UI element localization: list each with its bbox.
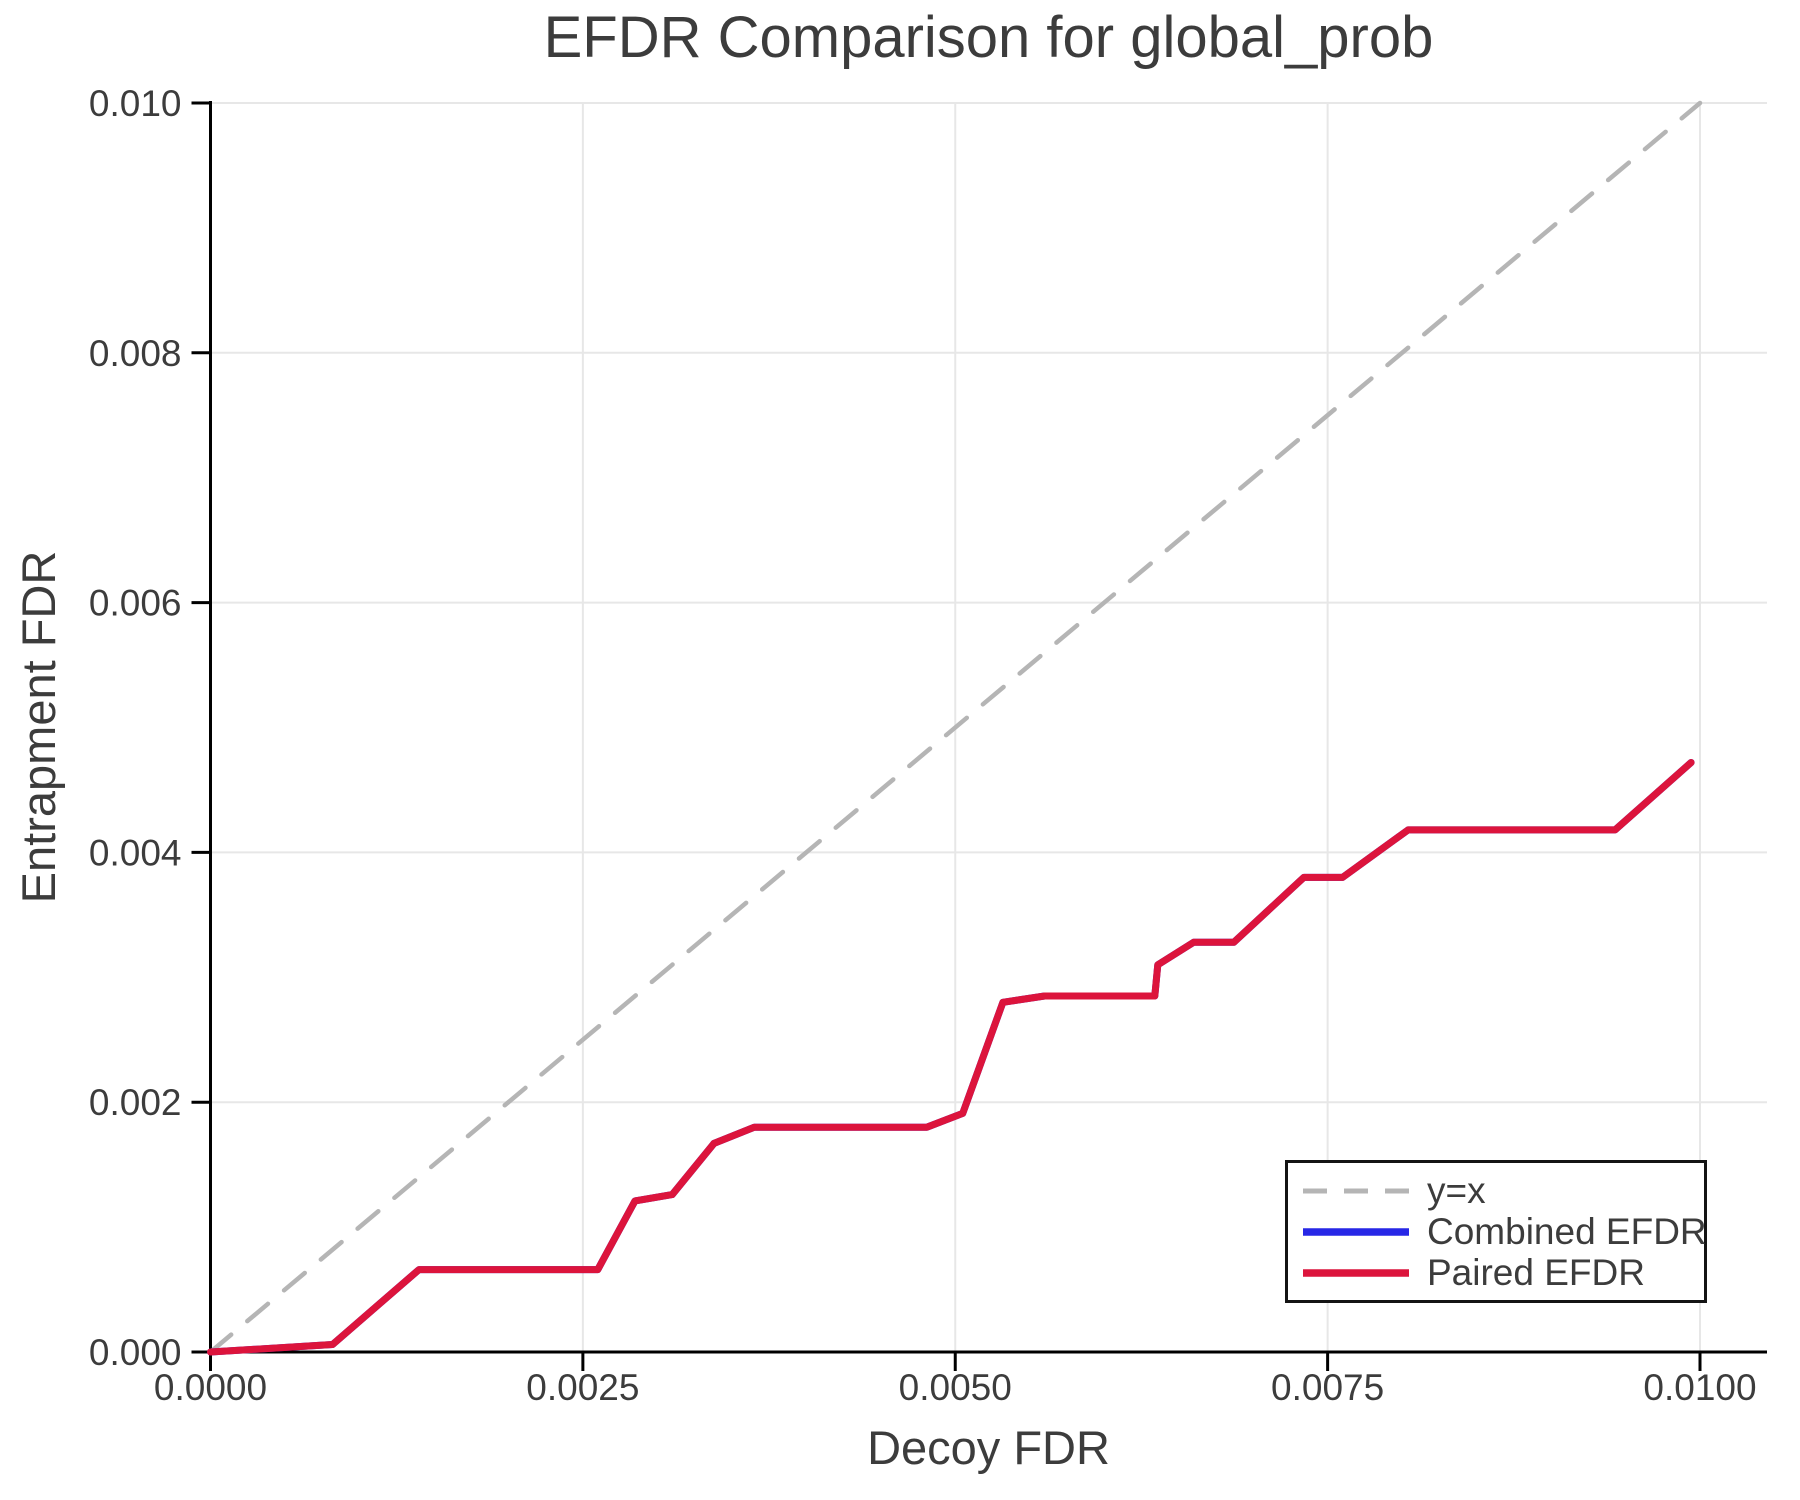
x-tick-label: 0.0000 — [154, 1367, 267, 1408]
y-tick-label: 0.004 — [89, 832, 182, 873]
x-tick-label: 0.0100 — [1643, 1367, 1756, 1408]
x-tick-label: 0.0075 — [1271, 1367, 1384, 1408]
x-axis-label: Decoy FDR — [867, 1421, 1110, 1474]
legend-item-paired-efdr: Paired EFDR — [1301, 1251, 1704, 1293]
series-y-x — [208, 100, 1703, 1355]
y-tick-label: 0.008 — [89, 333, 182, 374]
y-tick-label: 0.006 — [89, 583, 182, 624]
y-tick-label: 0.000 — [89, 1332, 182, 1373]
legend-label: Combined EFDR — [1427, 1210, 1707, 1252]
legend-line-sample — [1303, 1268, 1409, 1277]
y-tick-label: 0.002 — [89, 1082, 182, 1123]
y-tick-label: 0.010 — [89, 83, 182, 124]
x-tick-label: 0.0025 — [526, 1367, 639, 1408]
chart-title: EFDR Comparison for global_prob — [543, 5, 1434, 70]
legend-label: y=x — [1427, 1169, 1486, 1211]
y-axis-label: Entrapment FDR — [12, 550, 65, 904]
legend-label: Paired EFDR — [1427, 1251, 1645, 1293]
legend-item-combined-efdr: Combined EFDR — [1301, 1210, 1707, 1252]
legend-item-y-x: y=x — [1301, 1169, 1704, 1211]
series-paired-efdr — [207, 759, 1695, 1356]
legend-line-sample — [1303, 1227, 1409, 1236]
legend-line-sample — [1303, 1188, 1409, 1193]
legend: y=x Combined EFDR Paired EFDR — [1285, 1160, 1707, 1303]
x-tick-label: 0.0050 — [899, 1367, 1012, 1408]
